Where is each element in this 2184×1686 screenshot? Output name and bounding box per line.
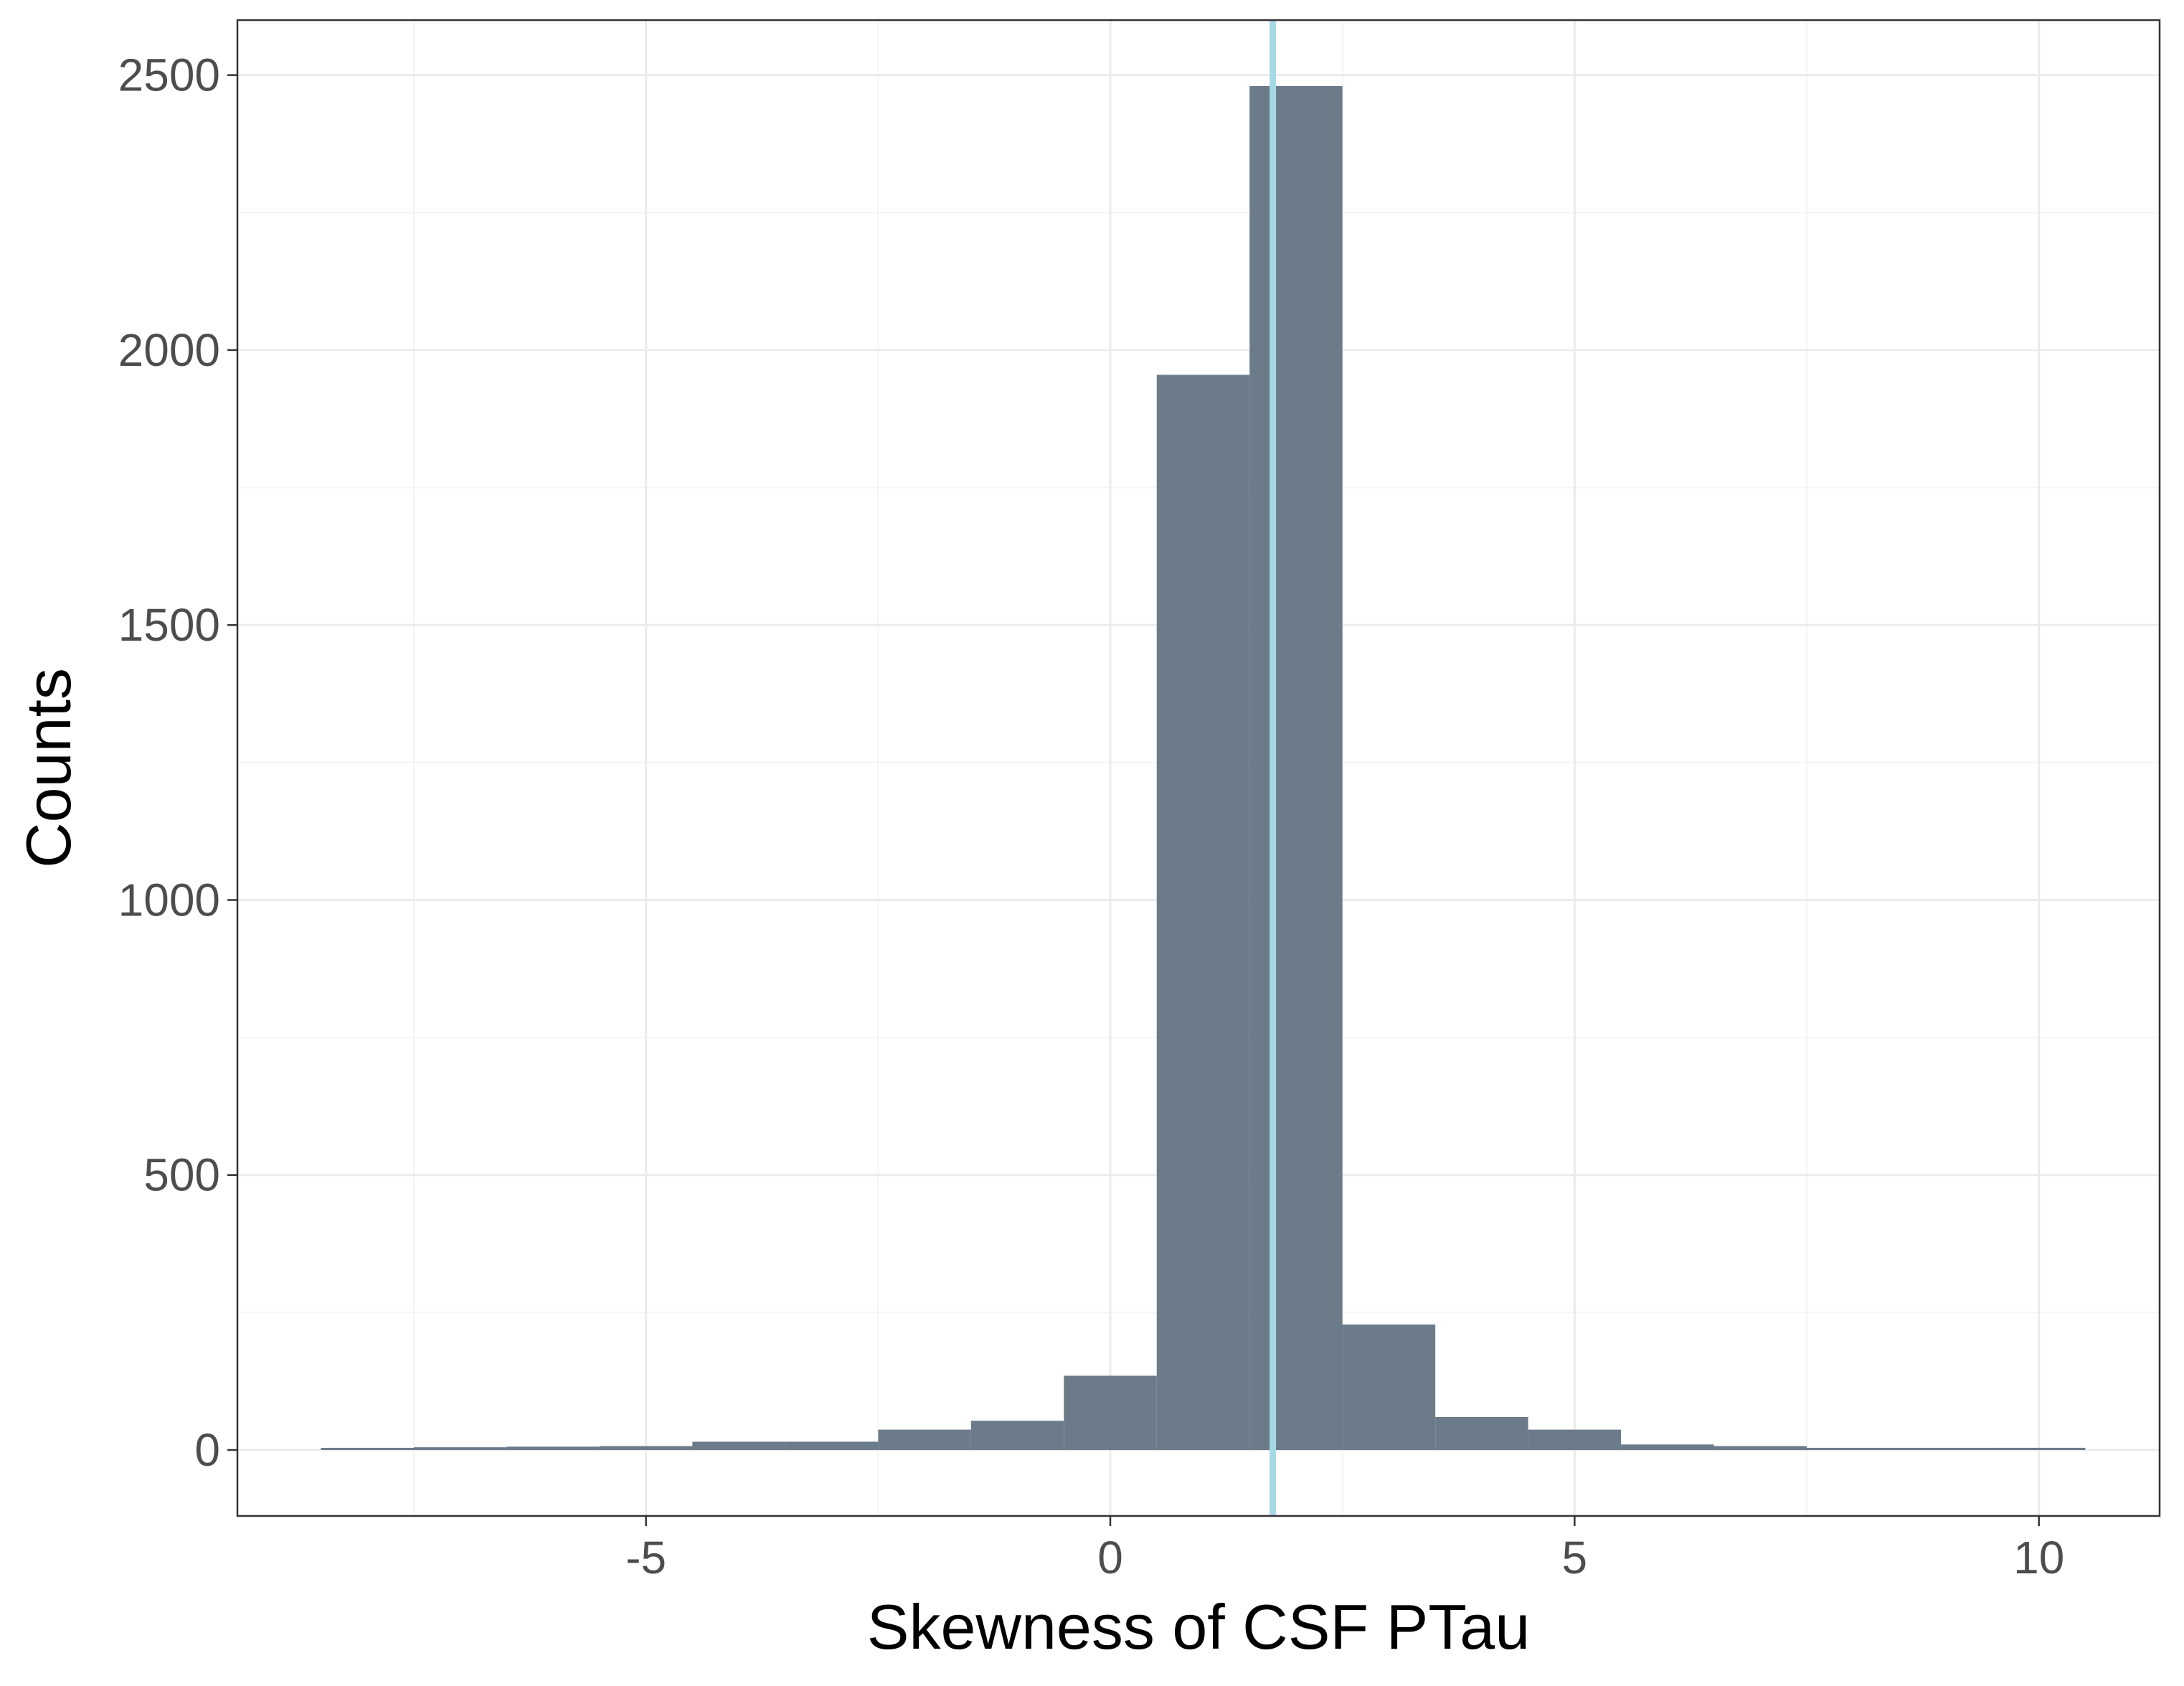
histogram-bar bbox=[1621, 1444, 1714, 1451]
y-tick-label: 0 bbox=[194, 1424, 220, 1476]
y-axis-title: Counts bbox=[13, 668, 84, 868]
x-tick-label: 10 bbox=[2013, 1532, 2064, 1583]
y-tick-label: 1000 bbox=[118, 874, 220, 926]
histogram-bar bbox=[1713, 1446, 1807, 1451]
histogram-bar bbox=[1156, 375, 1250, 1451]
histogram-bar bbox=[970, 1421, 1064, 1451]
y-tick-label: 2000 bbox=[118, 324, 220, 376]
histogram-bar bbox=[321, 1448, 414, 1451]
x-tick-label: 5 bbox=[1562, 1532, 1588, 1583]
y-tick-label: 500 bbox=[143, 1149, 220, 1201]
histogram-bar bbox=[413, 1447, 507, 1451]
histogram-bar bbox=[1992, 1447, 2086, 1451]
y-tick-label: 2500 bbox=[118, 50, 220, 101]
x-tick-label: 0 bbox=[1097, 1532, 1123, 1583]
y-tick-label: 1500 bbox=[118, 599, 220, 651]
x-axis-ticks: -5 0 5 10 bbox=[625, 1516, 2064, 1583]
histogram-bar bbox=[1342, 1324, 1436, 1451]
histogram-bar bbox=[785, 1441, 879, 1451]
histogram-bar bbox=[1807, 1448, 1900, 1451]
histogram-bar bbox=[599, 1446, 693, 1451]
x-tick-label: -5 bbox=[625, 1532, 666, 1583]
histogram-bar bbox=[692, 1441, 785, 1451]
y-axis-ticks: 0 500 1000 1500 2000 2500 bbox=[118, 50, 237, 1476]
histogram-bar bbox=[878, 1429, 971, 1451]
x-axis-title: Skewness of CSF PTau bbox=[867, 1591, 1530, 1662]
histogram-bars bbox=[321, 85, 2086, 1451]
histogram-bar bbox=[1435, 1417, 1528, 1451]
histogram-bar bbox=[1064, 1375, 1157, 1451]
panel-border bbox=[236, 19, 2161, 1517]
histogram-bar bbox=[506, 1446, 600, 1451]
histogram-bar bbox=[1249, 85, 1343, 1451]
histogram-bar bbox=[1899, 1448, 1992, 1451]
histogram-bar bbox=[1528, 1429, 1622, 1451]
